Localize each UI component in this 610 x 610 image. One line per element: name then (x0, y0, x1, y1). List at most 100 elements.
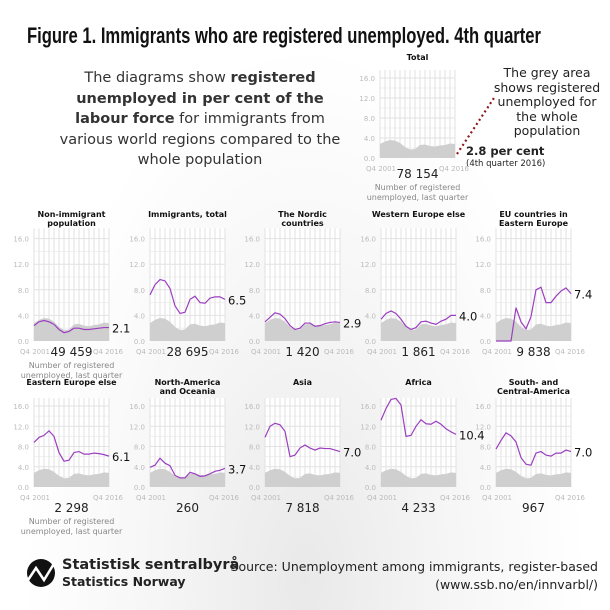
series-line (149, 278, 226, 315)
x-end-label: Q4 2016 (209, 494, 240, 502)
y-tick-label: 4.0 (249, 312, 260, 320)
y-tick-label: 0.0 (249, 484, 260, 492)
y-tick-label: 8.0 (249, 287, 260, 295)
y-tick-label: 4.0 (134, 312, 145, 320)
x-start-label: Q4 2001 (136, 348, 166, 356)
y-tick-label: 16.0 (129, 236, 145, 244)
y-tick-label: 4.0 (364, 135, 375, 143)
panel-title: Africa (405, 378, 432, 387)
org-name-en: Statistics Norway (62, 574, 186, 589)
count-note: unemployed, last quarter (21, 527, 123, 536)
y-tick-label: 16.0 (13, 403, 29, 411)
y-tick-label: 16.0 (13, 236, 29, 244)
series-line (264, 312, 341, 331)
series-line (149, 457, 226, 479)
chart-panel: 0.0 4.0 8.0 12.0 16.0 10.4 Africa Q4 2001 Q4 201… (360, 378, 484, 515)
count-note: unemployed, last quarter (367, 193, 469, 202)
last-value-label: 7.0 (343, 446, 361, 460)
y-tick-label: 8.0 (134, 444, 145, 452)
grey-area-whole-population (380, 140, 455, 158)
x-start-label: Q4 2001 (251, 494, 281, 502)
x-end-label: Q4 2016 (324, 494, 355, 502)
chart-panel: 0.0 4.0 8.0 12.0 16.0 7.0 South- andCentral-Am… (475, 378, 592, 515)
y-tick-label: 4.0 (365, 312, 376, 320)
panel-title: Asia (293, 378, 312, 387)
intro-part2: for immigrants from various world region… (59, 111, 341, 168)
source-line1: Source: Unemployment among immigrants, r… (230, 559, 598, 574)
chart-panel: 0.0 4.0 8.0 12.0 16.0 6.1 Eastern Europe else Q… (13, 378, 130, 536)
last-value-label: 4.0 (459, 309, 477, 323)
series-line (380, 397, 457, 438)
panel-title: population (47, 219, 96, 228)
x-end-label: Q4 2016 (440, 348, 471, 356)
y-tick-label: 8.0 (480, 287, 491, 295)
y-tick-label: 16.0 (244, 403, 260, 411)
panel-title: and Oceania (160, 387, 216, 396)
logo-circle-icon (27, 559, 55, 587)
last-value-label: 2.1 (112, 322, 130, 336)
y-tick-label: 4.0 (365, 464, 376, 472)
panel-title: countries (281, 219, 324, 228)
chart-panel: 0.0 4.0 8.0 12.0 16.0 2.1 Non-immigrantpopulat… (13, 210, 130, 380)
unemployed-count: 7 818 (285, 501, 319, 515)
grey-area-whole-population (381, 317, 456, 341)
intro-part1: The diagrams show (84, 70, 231, 86)
grey-area-whole-population (150, 317, 225, 341)
x-start-label: Q4 2001 (367, 494, 397, 502)
y-tick-label: 12.0 (13, 261, 29, 269)
y-tick-label: 8.0 (365, 287, 376, 295)
y-tick-label: 0.0 (365, 484, 376, 492)
x-end-label: Q4 2016 (93, 348, 124, 356)
y-tick-label: 12.0 (13, 423, 29, 431)
y-tick-label: 16.0 (129, 403, 145, 411)
unemployed-count: 4 233 (401, 501, 435, 515)
panel-title: South- and (509, 378, 559, 387)
chart-panel: 0.0 4.0 8.0 12.0 16.0 7.0 Asia Q4 2001 Q4 2016 7 … (244, 378, 361, 515)
total-value-label: 2.8 per cent (466, 144, 545, 158)
chart-panel: 0.0 4.0 8.0 12.0 16.0 7.4 EU countries inEaste… (475, 210, 592, 359)
grey-area-whole-population (150, 468, 225, 487)
x-end-label: Q4 2016 (93, 494, 124, 502)
y-tick-label: 0.0 (364, 155, 375, 163)
grey-area-whole-population (265, 317, 340, 341)
y-tick-label: 12.0 (244, 423, 260, 431)
source-line2[interactable]: (www.ssb.no/en/innvarbl/) (435, 577, 598, 592)
grey-area-whole-population (34, 468, 109, 487)
x-start-label: Q4 2001 (20, 348, 50, 356)
unemployed-count: 260 (176, 501, 199, 515)
x-start-label: Q4 2001 (20, 494, 50, 502)
annotation-dotted-line (456, 97, 495, 155)
x-start-label: Q4 2001 (482, 348, 512, 356)
y-tick-label: 4.0 (18, 464, 29, 472)
count-note: Number of registered (29, 361, 115, 370)
y-tick-label: 16.0 (360, 236, 376, 244)
y-tick-label: 0.0 (134, 484, 145, 492)
y-tick-label: 8.0 (249, 444, 260, 452)
unemployed-count: 49 459 (51, 345, 93, 359)
series-line (33, 319, 109, 334)
y-tick-label: 12.0 (129, 261, 145, 269)
last-value-label: 3.7 (228, 462, 246, 476)
page-title: Figure 1. Immigrants who are registered … (27, 23, 541, 48)
y-tick-label: 4.0 (480, 464, 491, 472)
y-tick-label: 16.0 (475, 403, 491, 411)
intro-text: The diagrams show registered unemployed … (55, 68, 345, 171)
chart-panel: 0.0 4.0 8.0 12.0 16.0 4.0 Western Europe else Q… (360, 210, 477, 359)
x-end-label: Q4 2016 (439, 165, 470, 173)
grey-area-whole-population (496, 317, 571, 341)
y-tick-label: 16.0 (244, 236, 260, 244)
panel-title: Western Europe else (372, 210, 466, 219)
y-tick-label: 0.0 (480, 484, 491, 492)
unemployed-count: 78 154 (397, 167, 439, 181)
panel-title: Central-America (497, 387, 570, 396)
brand: Statistisk sentralbyrå Statistics Norway (62, 557, 239, 590)
y-tick-label: 12.0 (360, 423, 376, 431)
y-tick-label: 16.0 (359, 75, 375, 83)
count-note: unemployed, last quarter (21, 371, 123, 380)
y-tick-label: 12.0 (475, 261, 491, 269)
logo-zigzag-icon (26, 561, 57, 583)
last-value-label: 6.1 (112, 450, 130, 464)
chart-panel: 0.0 4.0 8.0 12.0 16.0 6.5 Immigrants, total Q4 … (129, 210, 246, 359)
y-tick-label: 0.0 (18, 338, 29, 346)
panel-title: Non-immigrant (38, 210, 106, 219)
